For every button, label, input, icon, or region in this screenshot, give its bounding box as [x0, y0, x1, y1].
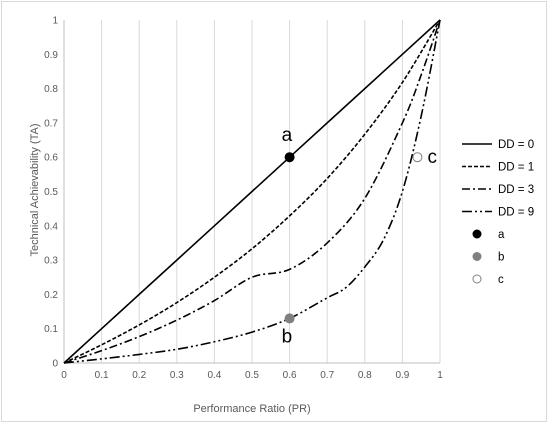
legend-label: DD = 3	[498, 184, 534, 196]
x-tick-label: 0.9	[395, 370, 409, 381]
y-tick-label: 0.6	[44, 153, 58, 164]
legend: DD = 0 DD = 1 DD = 3 DD = 9 abc	[462, 139, 534, 286]
legend-label: c	[498, 274, 504, 286]
y-axis-title: Technical Achievability (TA)	[29, 123, 41, 256]
legend-label: DD = 1	[498, 162, 534, 174]
series-line-1	[63, 19, 441, 364]
y-tick-label: 0.4	[44, 221, 58, 232]
series-line-2	[63, 19, 441, 364]
y-tick-label: 1	[52, 16, 58, 27]
legend-label: DD = 0	[498, 139, 534, 151]
axes	[63, 20, 440, 364]
series-lines	[63, 19, 441, 364]
legend-label: DD = 9	[498, 207, 534, 219]
x-tick-label: 0.2	[132, 370, 146, 381]
y-tick-label: 0.2	[44, 290, 58, 301]
x-axis-title: Performance Ratio (PR)	[193, 403, 310, 415]
point-a	[284, 152, 295, 163]
y-tick-label: 0	[52, 359, 58, 370]
grid-lines	[101, 20, 441, 363]
y-tick-label: 0.3	[44, 256, 58, 267]
legend-marker-c	[472, 274, 482, 284]
x-tick-label: 0.1	[95, 370, 109, 381]
point-label-b: b	[282, 326, 293, 347]
y-tick-label: 0.7	[44, 118, 58, 129]
x-tick-label: 0.4	[207, 370, 221, 381]
legend-marker-b	[472, 252, 482, 261]
point-b	[284, 313, 295, 324]
series-line-0	[63, 19, 441, 364]
tick-labels: 0 0.1 0.2 0.3 0.4 0.5 0.6 0.7 0.8 0.9 1 0 0.1 0.2 0.3 0…	[44, 16, 443, 382]
point-c	[412, 152, 423, 163]
legend-label: b	[498, 252, 504, 264]
legend-marker-a	[472, 229, 482, 239]
x-tick-label: 0	[61, 370, 67, 381]
point-label-a: a	[282, 125, 293, 146]
y-tick-label: 0.1	[44, 324, 58, 335]
point-label-c: c	[427, 147, 437, 168]
x-tick-label: 0.8	[358, 370, 372, 381]
series-line-3	[63, 19, 441, 364]
y-tick-label: 0.5	[44, 187, 58, 198]
y-tick-label: 0.8	[44, 84, 58, 95]
x-tick-label: 0.3	[170, 370, 184, 381]
x-tick-label: 0.6	[283, 370, 297, 381]
x-tick-label: 0.5	[245, 370, 259, 381]
marker-points: a b c	[282, 125, 437, 347]
x-tick-label: 1	[437, 370, 443, 381]
x-tick-label: 0.7	[320, 370, 334, 381]
y-tick-label: 0.9	[44, 50, 58, 61]
legend-label: a	[498, 229, 505, 241]
